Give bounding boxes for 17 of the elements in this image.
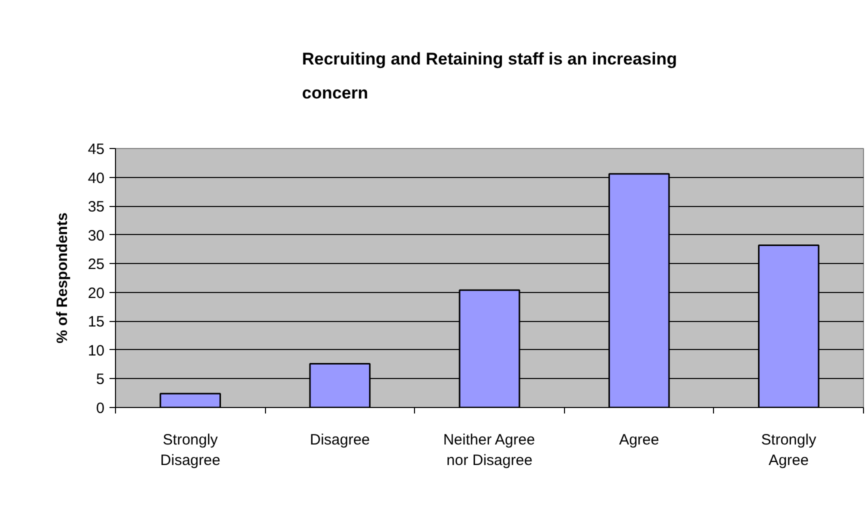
y-tick-label: 5: [96, 371, 104, 388]
y-tick-label: 45: [88, 141, 105, 158]
y-tick-label: 10: [88, 342, 105, 360]
y-tick-label: 0: [96, 400, 104, 417]
y-tick-label: 35: [88, 198, 105, 216]
y-tick-label: 25: [88, 256, 105, 274]
y-tick-label: 40: [88, 170, 105, 187]
x-tick-label: Strongly Disagree: [160, 432, 220, 469]
y-axis-title: % of Respondents: [54, 212, 71, 344]
x-tick-label: Strongly Agree: [761, 432, 817, 469]
y-tick-label: 15: [88, 314, 105, 331]
x-tick-label: Disagree: [310, 432, 370, 448]
x-tick-label: Agree: [619, 432, 660, 448]
y-tick-label: 20: [88, 284, 105, 302]
chart-title: Recruiting and Retaining staff is an increasing concern: [302, 49, 678, 102]
y-tick-label: 30: [88, 227, 105, 244]
x-tick-label: Neither Agree nor Disagree: [443, 432, 535, 469]
